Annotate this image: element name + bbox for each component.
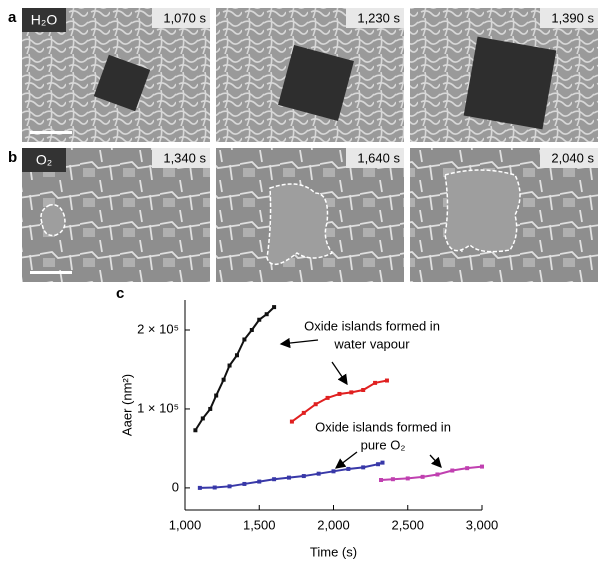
data-point — [379, 478, 384, 482]
y-tick-label: 0 — [172, 479, 179, 494]
data-point — [272, 477, 277, 482]
data-point — [289, 419, 294, 424]
condition-label: O₂ — [36, 152, 52, 168]
data-point — [227, 363, 232, 368]
y-axis-label: Aaer (nm²) — [119, 374, 134, 436]
data-point — [465, 466, 470, 471]
time-label: 1,230 s — [357, 10, 400, 25]
data-point — [361, 465, 366, 470]
data-point — [450, 468, 455, 473]
oxide-island — [266, 183, 334, 266]
data-point — [349, 390, 354, 395]
time-box — [346, 8, 404, 28]
oxide-island — [40, 203, 66, 237]
data-point — [384, 378, 389, 383]
time-label: 1,070 s — [163, 10, 206, 25]
data-point — [234, 353, 239, 358]
data-point — [214, 393, 219, 398]
x-tick-label: 2,500 — [391, 517, 424, 532]
time-box — [152, 8, 210, 28]
panel-label: a — [8, 9, 17, 26]
data-point — [390, 477, 395, 482]
condition-label: H₂O — [31, 12, 58, 28]
time-box — [540, 8, 598, 28]
x-tick-label: 2,000 — [317, 517, 350, 532]
data-point — [313, 402, 318, 407]
data-point — [435, 472, 440, 477]
data-point — [242, 337, 247, 342]
oxide-island — [93, 54, 151, 112]
data-point — [286, 475, 291, 480]
condition-box — [22, 8, 66, 32]
data-point — [197, 485, 202, 490]
data-point — [301, 410, 306, 415]
y-tick-label: 1 × 10⁵ — [137, 400, 179, 415]
x-tick-label: 1,000 — [169, 517, 202, 532]
series-line — [291, 379, 388, 423]
panel-label: b — [8, 149, 17, 166]
x-tick-label: 3,000 — [466, 517, 499, 532]
data-point — [200, 416, 205, 421]
oxide-island — [278, 45, 354, 121]
annotation: Oxide islands formed in — [315, 419, 451, 434]
time-label: 2,040 s — [551, 150, 594, 165]
data-point — [264, 312, 269, 317]
data-point — [337, 391, 342, 396]
data-point — [331, 469, 336, 474]
data-point — [227, 484, 232, 489]
data-point — [325, 395, 330, 400]
data-point — [272, 305, 277, 310]
oxide-island — [444, 169, 521, 253]
annotation-arrows — [279, 337, 442, 469]
panel-label: c — [116, 285, 124, 302]
series-line — [194, 306, 275, 431]
data-point — [346, 466, 351, 471]
data-point — [257, 479, 262, 484]
data-point — [221, 377, 226, 382]
annotation: Oxide islands formed in — [304, 318, 440, 333]
data-point — [212, 485, 217, 490]
time-box — [152, 148, 210, 168]
data-point — [193, 428, 198, 433]
data-point — [480, 464, 484, 469]
annotation: pure O₂ — [361, 437, 406, 452]
data-point — [316, 471, 321, 476]
data-point — [257, 317, 262, 322]
data-point — [361, 388, 366, 392]
time-box — [540, 148, 598, 168]
data-point — [208, 406, 213, 411]
scale-bar — [30, 131, 72, 134]
oxide-island — [463, 36, 557, 130]
data-point — [242, 481, 247, 486]
data-point — [249, 328, 254, 332]
series-line — [199, 461, 383, 489]
annotation: water vapour — [333, 336, 410, 351]
data-point — [380, 460, 385, 465]
time-box — [346, 148, 404, 168]
time-label: 1,340 s — [163, 150, 206, 165]
condition-box — [22, 148, 66, 172]
scale-bar — [30, 271, 72, 274]
x-tick-label: 1,500 — [243, 517, 276, 532]
time-label: 1,640 s — [357, 150, 400, 165]
y-tick-label: 2 × 10⁵ — [137, 321, 179, 336]
data-point — [420, 474, 425, 479]
time-label: 1,390 s — [551, 10, 594, 25]
data-point — [376, 462, 381, 467]
data-point — [301, 474, 306, 479]
data-point — [373, 380, 378, 385]
x-axis-label: Time (s) — [310, 544, 357, 559]
series-line — [380, 465, 483, 481]
data-point — [405, 476, 410, 481]
